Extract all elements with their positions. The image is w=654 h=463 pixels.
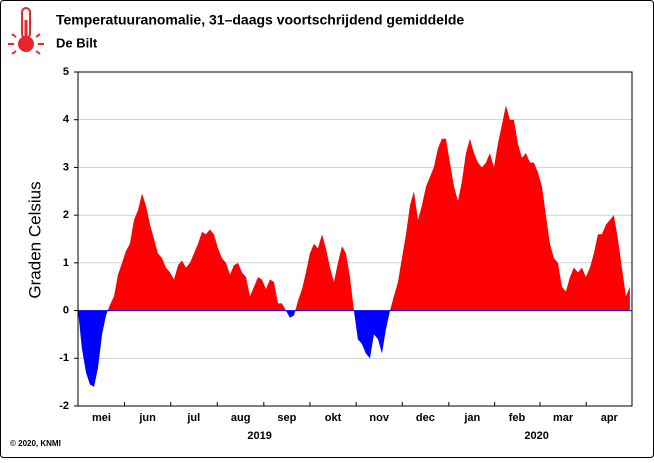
- y-tick-label: -2: [59, 400, 69, 412]
- x-tick-label: jul: [186, 412, 200, 424]
- x-tick-label: apr: [601, 412, 619, 424]
- x-tick-label: sep: [277, 412, 296, 424]
- x-tick-label: feb: [509, 412, 526, 424]
- x-tick-label: mei: [92, 412, 111, 424]
- chart-subtitle: De Bilt: [56, 35, 98, 50]
- year-label: 2020: [524, 430, 548, 442]
- anomaly-area: [78, 105, 630, 387]
- y-tick-label: 1: [63, 257, 69, 269]
- x-tick-label: dec: [416, 412, 435, 424]
- y-tick-label: -1: [59, 352, 69, 364]
- x-tick-label: jan: [463, 412, 480, 424]
- x-tick-label: okt: [325, 412, 342, 424]
- plot-frame: [77, 71, 633, 407]
- y-tick-label: 2: [63, 209, 69, 221]
- thermometer-icon: [8, 7, 44, 55]
- x-tick-label: jun: [138, 412, 156, 424]
- y-axis-label: Graden Celsius: [25, 181, 44, 298]
- y-tick-label: 4: [63, 114, 70, 126]
- y-tick-label: 3: [63, 161, 69, 173]
- footer: © 2020, KNMI: [10, 439, 61, 448]
- x-tick-label: nov: [369, 412, 389, 424]
- x-tick-label: aug: [231, 412, 251, 424]
- year-label: 2019: [247, 430, 271, 442]
- y-tick-label: 5: [63, 66, 69, 78]
- y-tick-label: 0: [63, 304, 69, 316]
- x-tick-label: mar: [553, 412, 574, 424]
- chart-title: Temperatuuranomalie, 31–daags voortschri…: [56, 12, 464, 28]
